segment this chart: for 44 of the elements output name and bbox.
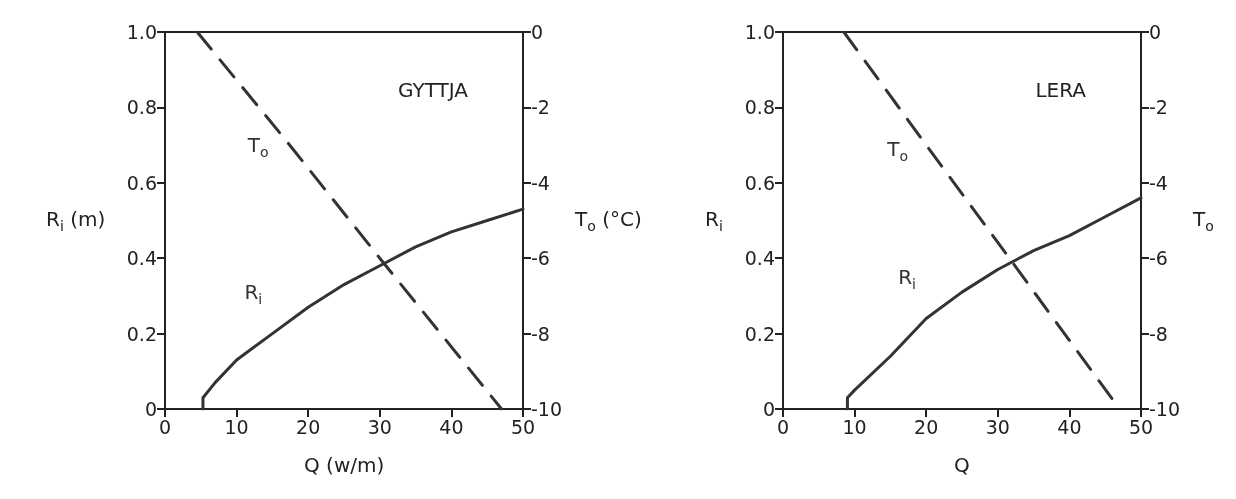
y-tick-label: 0.4 bbox=[126, 247, 157, 270]
y-axis-title: R$_{i}$ (m) bbox=[46, 206, 106, 234]
y2-tick-label: -2 bbox=[1149, 96, 1168, 119]
x-tick-label: 40 bbox=[1057, 415, 1082, 438]
y-tick-label: 0.2 bbox=[744, 322, 775, 345]
series-label: T$_{o}$ bbox=[247, 133, 269, 161]
y-tick-label: 1.0 bbox=[126, 21, 157, 43]
annotation: GYTTJA bbox=[397, 78, 469, 102]
y2-tick-label: -4 bbox=[531, 171, 550, 194]
y2-tick-label: -8 bbox=[1149, 322, 1168, 345]
x-axis-title: Q (w/m) bbox=[304, 453, 385, 477]
x-axis-title: Q bbox=[954, 453, 970, 477]
y2-tick-label: -8 bbox=[531, 322, 550, 345]
y2-tick-label: 0 bbox=[1149, 21, 1162, 43]
y-tick-label: 0.4 bbox=[744, 247, 775, 270]
annotation: LERA bbox=[1035, 78, 1087, 102]
x-tick-label: 10 bbox=[224, 415, 249, 438]
x-tick-label: 0 bbox=[776, 415, 790, 438]
x-tick-label: 10 bbox=[842, 415, 867, 438]
x-tick-label: 30 bbox=[367, 415, 392, 438]
y2-axis-title: T$_{o}$ (°C) bbox=[575, 206, 642, 234]
series-label: R$_{i}$ bbox=[244, 279, 263, 307]
y-tick-label: 0 bbox=[144, 398, 157, 420]
series-label: T$_{o}$ bbox=[887, 137, 908, 165]
y-axis-title: R$_{i}$ bbox=[705, 206, 723, 234]
y-tick-label: 0.8 bbox=[126, 96, 157, 119]
y2-axis-title: T$_{o}$ bbox=[1193, 206, 1214, 234]
y-tick-label: 1.0 bbox=[744, 21, 775, 43]
y-tick-label: 0.6 bbox=[744, 171, 775, 194]
y2-tick-label: 0 bbox=[531, 21, 544, 43]
y-tick-label: 0.8 bbox=[744, 96, 775, 119]
y2-tick-label: -6 bbox=[1149, 247, 1168, 270]
y-tick-label: 0.2 bbox=[126, 322, 157, 345]
y2-tick-label: -2 bbox=[531, 96, 550, 119]
y-tick-label: 0.6 bbox=[126, 171, 157, 194]
x-tick-label: 0 bbox=[158, 415, 172, 438]
series-label: R$_{i}$ bbox=[898, 264, 916, 292]
x-tick-label: 20 bbox=[914, 415, 939, 438]
x-tick-label: 40 bbox=[439, 415, 464, 438]
x-tick-label: 30 bbox=[985, 415, 1010, 438]
y-tick-label: 0 bbox=[762, 398, 775, 420]
y2-tick-label: -4 bbox=[1149, 171, 1168, 194]
x-tick-label: 20 bbox=[296, 415, 321, 438]
y2-tick-label: -6 bbox=[531, 247, 550, 270]
